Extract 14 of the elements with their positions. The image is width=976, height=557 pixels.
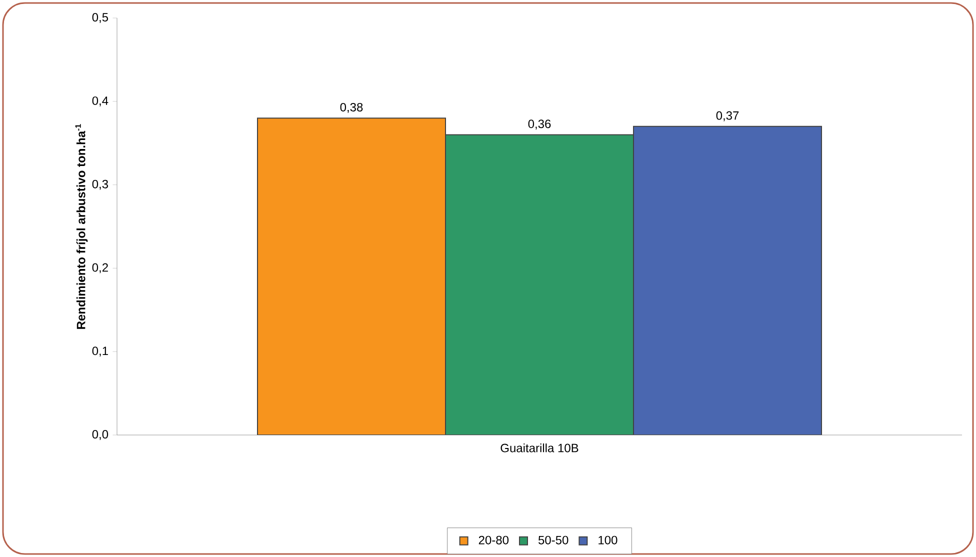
y-tick-label: 0,4 [92,96,108,106]
legend-label: 20-80 [478,536,509,544]
data-label: 0,38 [340,102,363,113]
y-tick-label: 0,1 [92,346,108,357]
legend-label: 50-50 [538,536,568,544]
data-label: 0,37 [716,111,739,122]
y-axis-title: Rendimiento fríjol arbustivo ton.ha$^{-1}$ [75,124,88,329]
data-label: 0,36 [528,120,551,130]
x-tick-label: Guaitarilla 10B [500,443,578,452]
y-tick-label: 0,2 [92,263,108,274]
legend-label: 100 [598,536,618,544]
y-tick-label: 0,5 [92,13,108,23]
y-tick-label: 0,0 [92,430,108,440]
y-tick-label: 0,3 [92,180,108,190]
